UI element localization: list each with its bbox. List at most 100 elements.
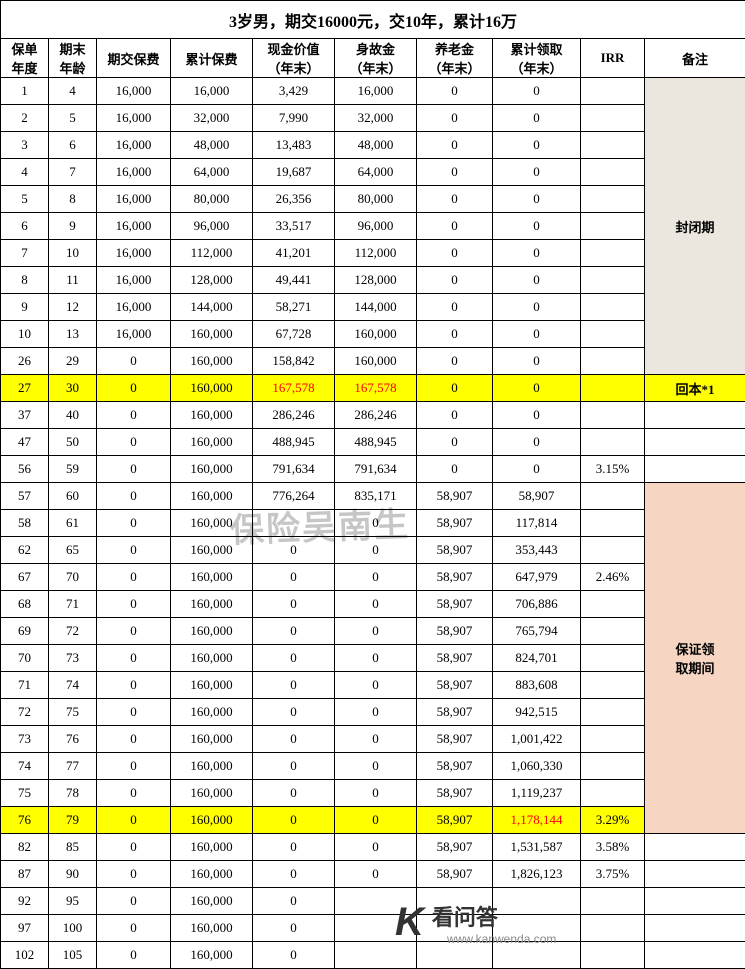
cell-cp: 48,000 <box>171 132 253 159</box>
cell-age: 70 <box>49 564 97 591</box>
cell-cv: 3,429 <box>253 78 335 105</box>
table-row: 3616,00048,00013,48348,00000 <box>1 132 745 159</box>
table-row: 62650160,0000058,907353,443 <box>1 537 745 564</box>
cell-cv: 33,517 <box>253 213 335 240</box>
cell-db: 144,000 <box>335 294 417 321</box>
cell-cum: 0 <box>493 267 581 294</box>
remark-cell <box>645 861 745 888</box>
cell-irr: 3.58% <box>581 834 645 861</box>
cell-cum: 1,060,330 <box>493 753 581 780</box>
cell-y: 7 <box>1 240 49 267</box>
cell-cp: 112,000 <box>171 240 253 267</box>
cell-cv: 7,990 <box>253 105 335 132</box>
cell-cv: 488,945 <box>253 429 335 456</box>
cell-db: 0 <box>335 510 417 537</box>
cell-cp: 160,000 <box>171 672 253 699</box>
cell-p: 0 <box>97 780 171 807</box>
cell-irr <box>581 186 645 213</box>
cell-cp: 160,000 <box>171 510 253 537</box>
cell-cp: 160,000 <box>171 483 253 510</box>
cell-cp: 160,000 <box>171 888 253 915</box>
cell-irr <box>581 105 645 132</box>
cell-cum: 0 <box>493 429 581 456</box>
col-header-3: 累计保费 <box>171 39 253 78</box>
cell-pen <box>417 942 493 969</box>
cell-irr <box>581 672 645 699</box>
cell-cp: 160,000 <box>171 375 253 402</box>
cell-cum: 0 <box>493 78 581 105</box>
cell-y: 8 <box>1 267 49 294</box>
cell-y: 71 <box>1 672 49 699</box>
table-row: 71016,000112,00041,201112,00000 <box>1 240 745 267</box>
cell-p: 16,000 <box>97 294 171 321</box>
cell-db: 96,000 <box>335 213 417 240</box>
cell-irr <box>581 618 645 645</box>
cell-age: 79 <box>49 807 97 834</box>
cell-age: 85 <box>49 834 97 861</box>
cell-irr <box>581 267 645 294</box>
cell-p: 0 <box>97 726 171 753</box>
cell-age: 71 <box>49 591 97 618</box>
cell-p: 16,000 <box>97 159 171 186</box>
cell-y: 75 <box>1 780 49 807</box>
cell-cum: 1,178,144 <box>493 807 581 834</box>
cell-p: 0 <box>97 699 171 726</box>
cell-cv: 0 <box>253 888 335 915</box>
remark-cell: 回本*1 <box>645 375 745 402</box>
remark-cell <box>645 942 745 969</box>
cell-age: 12 <box>49 294 97 321</box>
cell-pen <box>417 888 493 915</box>
cell-db: 32,000 <box>335 105 417 132</box>
cell-cp: 160,000 <box>171 321 253 348</box>
cell-irr <box>581 483 645 510</box>
table-row: 26290160,000158,842160,00000 <box>1 348 745 375</box>
cell-pen: 58,907 <box>417 807 493 834</box>
cell-cv: 19,687 <box>253 159 335 186</box>
cell-p: 0 <box>97 510 171 537</box>
cell-cum: 58,907 <box>493 483 581 510</box>
cell-cum: 0 <box>493 240 581 267</box>
cell-pen: 0 <box>417 348 493 375</box>
cell-y: 62 <box>1 537 49 564</box>
cell-pen: 0 <box>417 429 493 456</box>
cell-cv: 0 <box>253 834 335 861</box>
cell-cv: 13,483 <box>253 132 335 159</box>
cell-pen: 58,907 <box>417 537 493 564</box>
cell-cp: 32,000 <box>171 105 253 132</box>
cell-cp: 160,000 <box>171 834 253 861</box>
cell-y: 57 <box>1 483 49 510</box>
cell-cv: 0 <box>253 591 335 618</box>
cell-p: 0 <box>97 753 171 780</box>
cell-db: 0 <box>335 726 417 753</box>
cell-cv: 67,728 <box>253 321 335 348</box>
cell-pen: 0 <box>417 456 493 483</box>
table-row: 73760160,0000058,9071,001,422 <box>1 726 745 753</box>
cell-p: 0 <box>97 591 171 618</box>
cell-irr <box>581 942 645 969</box>
table-row: 75780160,0000058,9071,119,237 <box>1 780 745 807</box>
cell-cp: 160,000 <box>171 537 253 564</box>
cell-irr: 3.15% <box>581 456 645 483</box>
cell-cum <box>493 942 581 969</box>
cell-cum: 0 <box>493 132 581 159</box>
cell-irr <box>581 429 645 456</box>
cell-pen: 0 <box>417 186 493 213</box>
cell-cum: 0 <box>493 213 581 240</box>
cell-cum: 117,814 <box>493 510 581 537</box>
cell-cp: 160,000 <box>171 726 253 753</box>
remark-cell <box>645 834 745 861</box>
cell-irr <box>581 915 645 942</box>
cell-irr <box>581 294 645 321</box>
cell-cp: 160,000 <box>171 348 253 375</box>
table-title: 3岁男，期交16000元，交10年，累计16万 <box>1 1 745 39</box>
cell-irr <box>581 132 645 159</box>
cell-age: 73 <box>49 645 97 672</box>
cell-age: 61 <box>49 510 97 537</box>
cell-db <box>335 915 417 942</box>
cell-y: 72 <box>1 699 49 726</box>
table-row: 82850160,0000058,9071,531,5873.58% <box>1 834 745 861</box>
cell-db: 791,634 <box>335 456 417 483</box>
remark-cell <box>645 915 745 942</box>
cell-irr <box>581 699 645 726</box>
cell-irr <box>581 537 645 564</box>
